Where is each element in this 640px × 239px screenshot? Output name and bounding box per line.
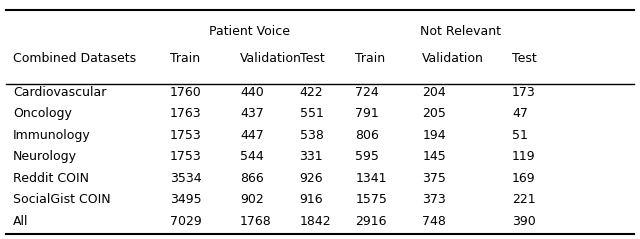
Text: 926: 926 xyxy=(300,172,323,185)
Text: 221: 221 xyxy=(512,193,536,206)
Text: 145: 145 xyxy=(422,150,446,163)
Text: 437: 437 xyxy=(240,107,264,120)
Text: Train: Train xyxy=(170,52,200,65)
Text: 748: 748 xyxy=(422,215,446,228)
Text: 538: 538 xyxy=(300,129,323,141)
Text: Validation: Validation xyxy=(422,52,484,65)
Text: 1753: 1753 xyxy=(170,129,202,141)
Text: 47: 47 xyxy=(512,107,528,120)
Text: 1842: 1842 xyxy=(300,215,331,228)
Text: 595: 595 xyxy=(355,150,379,163)
Text: All: All xyxy=(13,215,28,228)
Text: 331: 331 xyxy=(300,150,323,163)
Text: 1763: 1763 xyxy=(170,107,201,120)
Text: 544: 544 xyxy=(240,150,264,163)
Text: 204: 204 xyxy=(422,86,446,98)
Text: 169: 169 xyxy=(512,172,536,185)
Text: Immunology: Immunology xyxy=(13,129,90,141)
Text: 2916: 2916 xyxy=(355,215,387,228)
Text: Not Relevant: Not Relevant xyxy=(420,25,501,38)
Text: Combined Datasets: Combined Datasets xyxy=(13,52,136,65)
Text: Neurology: Neurology xyxy=(13,150,77,163)
Text: Reddit COIN: Reddit COIN xyxy=(13,172,89,185)
Text: 422: 422 xyxy=(300,86,323,98)
Text: 440: 440 xyxy=(240,86,264,98)
Text: 806: 806 xyxy=(355,129,379,141)
Text: Train: Train xyxy=(355,52,385,65)
Text: 447: 447 xyxy=(240,129,264,141)
Text: 1753: 1753 xyxy=(170,150,202,163)
Text: 902: 902 xyxy=(240,193,264,206)
Text: SocialGist COIN: SocialGist COIN xyxy=(13,193,111,206)
Text: 7029: 7029 xyxy=(170,215,202,228)
Text: 390: 390 xyxy=(512,215,536,228)
Text: 724: 724 xyxy=(355,86,379,98)
Text: 1768: 1768 xyxy=(240,215,272,228)
Text: 3534: 3534 xyxy=(170,172,201,185)
Text: 194: 194 xyxy=(422,129,446,141)
Text: Test: Test xyxy=(512,52,537,65)
Text: 119: 119 xyxy=(512,150,536,163)
Text: Patient Voice: Patient Voice xyxy=(209,25,290,38)
Text: 1575: 1575 xyxy=(355,193,387,206)
Text: 866: 866 xyxy=(240,172,264,185)
Text: 373: 373 xyxy=(422,193,446,206)
Text: 1760: 1760 xyxy=(170,86,202,98)
Text: Oncology: Oncology xyxy=(13,107,72,120)
Text: Cardiovascular: Cardiovascular xyxy=(13,86,106,98)
Text: 3495: 3495 xyxy=(170,193,201,206)
Text: 1341: 1341 xyxy=(355,172,387,185)
Text: 916: 916 xyxy=(300,193,323,206)
Text: Validation: Validation xyxy=(240,52,302,65)
Text: 375: 375 xyxy=(422,172,446,185)
Text: 791: 791 xyxy=(355,107,379,120)
Text: 205: 205 xyxy=(422,107,446,120)
Text: 51: 51 xyxy=(512,129,528,141)
Text: 551: 551 xyxy=(300,107,323,120)
Text: Test: Test xyxy=(300,52,324,65)
Text: 173: 173 xyxy=(512,86,536,98)
